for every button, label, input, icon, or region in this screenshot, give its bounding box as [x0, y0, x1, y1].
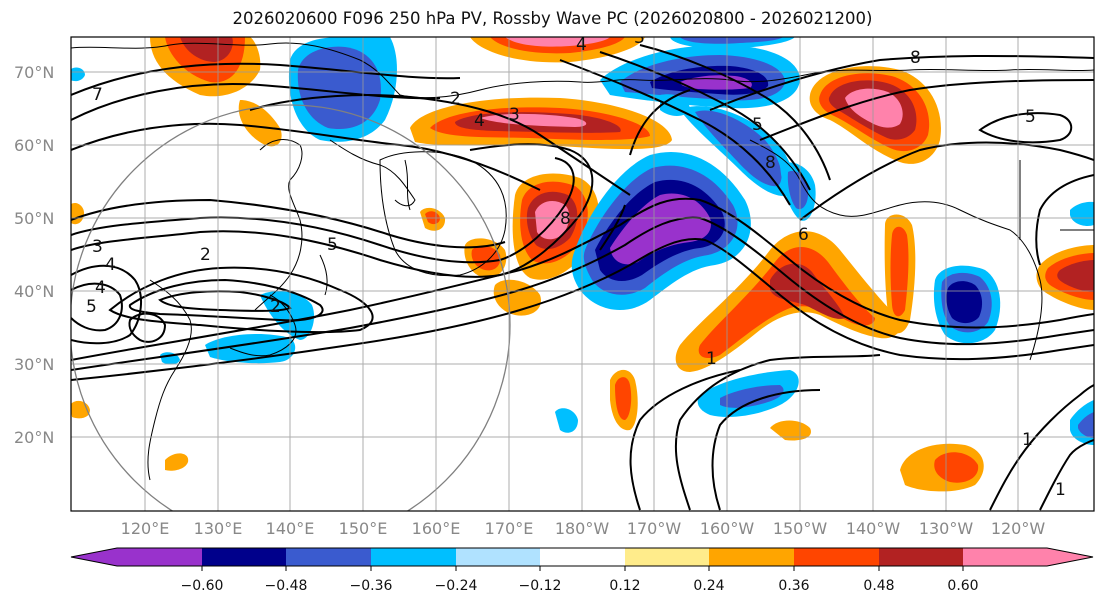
contour-label: 8 [560, 209, 571, 229]
contour-label: 8 [910, 48, 921, 68]
colorbar-tick-label: −0.48 [265, 578, 308, 594]
map-plot-area: 2 3 4 5 8 2 3 4 5 7 8 2 5 4 3 6 1 5 8 1 … [71, 28, 1094, 511]
contour-label: 3 [92, 237, 103, 257]
lon-label: 140°W [846, 519, 901, 538]
lon-label: 120°E [121, 519, 170, 538]
colorbar-tick-label: −0.12 [519, 578, 562, 594]
colorbar-tick-label: 0.12 [609, 578, 640, 594]
lat-label: 70°N [14, 63, 54, 82]
colorbar-tick-label: 0.60 [947, 578, 978, 594]
lon-label: 150°E [339, 519, 388, 538]
colorbar-tick-label: −0.60 [181, 578, 224, 594]
colorbar-swatches [117, 548, 1047, 566]
colorbar-swatch [540, 548, 625, 566]
contour-label: 7 [92, 85, 103, 105]
contour-label: 5 [327, 235, 338, 255]
negative-anomaly-northeast-pacific [933, 265, 1001, 344]
colorbar-ticks [201, 566, 964, 571]
positive-anomaly-okhotsk [238, 100, 282, 147]
contour-label: 2 [200, 245, 211, 265]
contour-label: 2 [450, 89, 461, 109]
positive-anomaly-arctic [470, 37, 645, 63]
contour-label: 5 [752, 115, 763, 135]
coastlines [71, 42, 1094, 481]
colorbar: −0.60 −0.48 −0.36 −0.24 −0.12 0.12 0.24 … [70, 547, 1094, 594]
lon-label: 160°W [700, 519, 755, 538]
positive-anomaly-siberia [150, 37, 261, 97]
lon-label: 150°W [773, 519, 828, 538]
contour-labels: 2 3 4 5 8 2 3 4 5 7 8 2 5 4 3 6 1 5 8 1 … [86, 28, 1066, 500]
positive-anomaly-west-us [1036, 245, 1094, 310]
colorbar-tick-label: −0.36 [350, 578, 393, 594]
lon-label: 120°W [991, 519, 1046, 538]
pv-contours [71, 44, 1094, 511]
contour-label: 4 [95, 278, 106, 298]
contour-label: 4 [105, 255, 116, 275]
positive-anomaly-bering [410, 97, 672, 150]
lon-label: 170°W [627, 519, 682, 538]
negative-anomaly-siberia [288, 37, 397, 142]
contour-label: 1 [706, 349, 717, 369]
colorbar-extend-low [71, 548, 117, 566]
gridlines [71, 37, 1094, 511]
colorbar-tick-label: 0.48 [863, 578, 894, 594]
contour-label: 3 [634, 28, 645, 48]
colorbar-tick-label: −0.24 [435, 578, 478, 594]
contour-label: 4 [474, 111, 485, 131]
map-frame [70, 36, 1095, 512]
colorbar-swatch [709, 548, 794, 566]
negative-anomaly-arctic [600, 37, 800, 109]
contour-label: 3 [509, 105, 520, 125]
colorbar-swatch [625, 548, 709, 566]
positive-anomaly-subtropical-center [770, 420, 811, 441]
contour-label: 8 [765, 153, 776, 173]
lat-label: 20°N [14, 428, 54, 447]
colorbar-extend-high [1047, 548, 1093, 566]
contour-label: 5 [1025, 107, 1036, 127]
colorbar-tick-label: 0.36 [778, 578, 809, 594]
negative-anomaly-central-pacific [571, 152, 751, 311]
map-title: 2026020600 F096 250 hPa PV, Rossby Wave … [232, 9, 873, 28]
colorbar-tick-labels: −0.60 −0.48 −0.36 −0.24 −0.12 0.12 0.24 … [181, 578, 979, 594]
colorbar-tick-label: 0.24 [693, 578, 724, 594]
colorbar-swatch [202, 548, 286, 566]
lat-label: 30°N [14, 355, 54, 374]
contour-label: 2 [270, 297, 281, 317]
lon-label: 140°E [266, 519, 315, 538]
lat-label: 50°N [14, 209, 54, 228]
contour-label: 5 [86, 297, 97, 317]
lon-label: 130°E [194, 519, 243, 538]
lat-label: 60°N [14, 136, 54, 155]
contour-label: 1 [1055, 480, 1066, 500]
contour-label: 1 [1022, 430, 1033, 450]
colorbar-swatch [117, 548, 202, 566]
colorbar-swatch [794, 548, 879, 566]
colorbar-swatch [286, 548, 371, 566]
lon-label: 160°E [412, 519, 461, 538]
colorbar-swatch [963, 548, 1047, 566]
contour-label: 6 [798, 225, 809, 245]
colorbar-swatch [371, 548, 456, 566]
longitude-labels: 120°E 130°E 140°E 150°E 160°E 170°E 180°… [121, 519, 1046, 538]
colorbar-swatch [879, 548, 963, 566]
lon-label: 170°E [485, 519, 534, 538]
colorbar-outline [70, 547, 1094, 567]
lat-label: 40°N [14, 282, 54, 301]
contour-label: 4 [576, 35, 587, 55]
lon-label: 180°W [555, 519, 610, 538]
colorbar-swatch [456, 548, 540, 566]
lon-label: 130°W [919, 519, 974, 538]
latitude-labels: 70°N 60°N 50°N 40°N 30°N 20°N [14, 63, 54, 447]
